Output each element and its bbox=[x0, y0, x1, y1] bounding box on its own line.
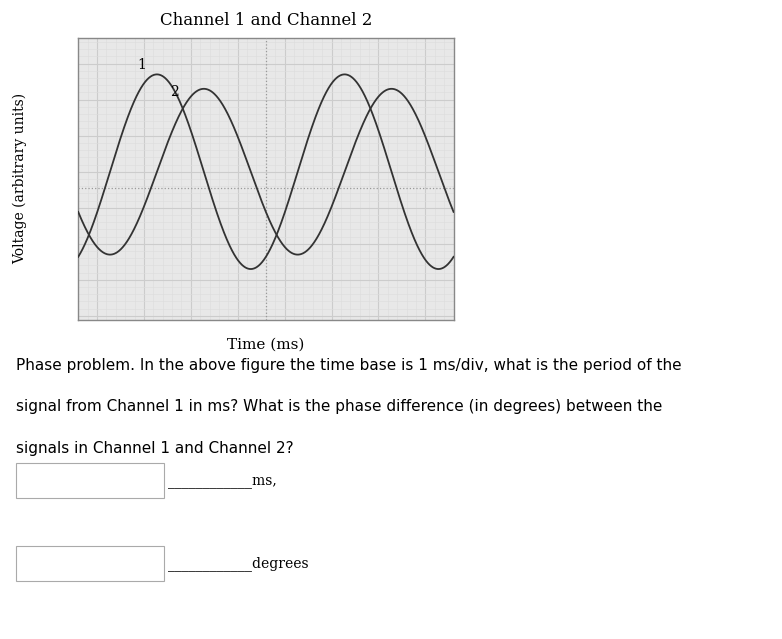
Text: ____________degrees: ____________degrees bbox=[168, 556, 309, 571]
Text: 1: 1 bbox=[137, 58, 145, 72]
Text: Channel 1 and Channel 2: Channel 1 and Channel 2 bbox=[160, 12, 372, 29]
Text: ____________ms,: ____________ms, bbox=[168, 474, 277, 488]
Text: signals in Channel 1 and Channel 2?: signals in Channel 1 and Channel 2? bbox=[16, 441, 293, 456]
Text: signal from Channel 1 in ms? What is the phase difference (in degrees) between t: signal from Channel 1 in ms? What is the… bbox=[16, 399, 662, 414]
Text: Phase problem. In the above figure the time base is 1 ms/div, what is the period: Phase problem. In the above figure the t… bbox=[16, 358, 681, 373]
Text: Voltage (arbitrary units): Voltage (arbitrary units) bbox=[13, 93, 27, 265]
Text: 2: 2 bbox=[170, 85, 178, 99]
Text: Time (ms): Time (ms) bbox=[228, 338, 304, 352]
